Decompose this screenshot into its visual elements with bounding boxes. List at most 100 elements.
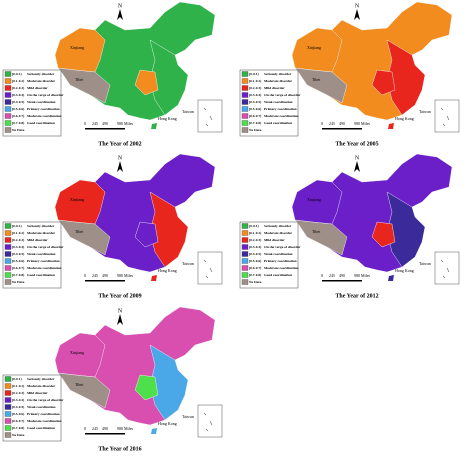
- place-label: Tibet: [312, 229, 321, 234]
- legend-swatch: [4, 244, 12, 250]
- legend-label: No Data: [12, 280, 25, 284]
- place-label: Xinjiang: [70, 350, 84, 355]
- legend-label: Seriously disorder: [27, 224, 55, 228]
- legend-swatch: [4, 106, 12, 112]
- legend-swatch: [4, 425, 12, 431]
- place-label: Hong Kong: [395, 268, 414, 273]
- legend-swatch: [4, 113, 12, 119]
- north-arrow: [354, 9, 360, 20]
- legend-label: Moderate coordination: [264, 266, 299, 270]
- legend-label: Moderate coordination: [27, 114, 62, 118]
- legend-range: [0.3-0.4): [249, 245, 262, 249]
- legend-label: Mild disorder: [27, 238, 48, 242]
- map-title: The Year of 2009: [98, 293, 141, 299]
- legend-label: Seriously disorder: [264, 224, 292, 228]
- province-area: [57, 372, 111, 409]
- scale-label: 245: [92, 426, 98, 431]
- map-title: The Year of 2002: [98, 141, 141, 147]
- legend-label: Mild disorder: [264, 238, 285, 242]
- map-title: The Year of 2016: [98, 446, 141, 452]
- legend-label: On the verge of disorder: [27, 93, 64, 97]
- legend-label: Moderate coordination: [27, 419, 62, 423]
- legend-swatch: [241, 85, 249, 91]
- legend-swatch: [241, 251, 249, 257]
- scale-label: 980 Miles: [354, 121, 371, 126]
- map-title: The Year of 2005: [335, 141, 378, 147]
- place-label: Hong Kong: [395, 116, 414, 121]
- legend-swatch: [4, 99, 12, 105]
- legend-range: [0.7-0.8): [12, 273, 25, 277]
- legend-label: Moderate disorder: [27, 384, 56, 388]
- place-label: Tibet: [75, 382, 84, 387]
- legend-range: [0.1-0.2): [12, 231, 25, 235]
- legend-label: On the verge of disorder: [27, 398, 64, 402]
- legend-label: Good coordination: [27, 273, 55, 277]
- inset-islands: [203, 107, 213, 127]
- scale-bar: [85, 433, 125, 435]
- place-label: Hong Kong: [158, 421, 177, 426]
- legend-swatch: [4, 223, 12, 229]
- map-title: The Year of 2012: [335, 293, 378, 299]
- north-arrow: [354, 161, 360, 172]
- legend-swatch: [4, 397, 12, 403]
- legend-swatch: [241, 71, 249, 77]
- legend-range: [0.6-0.7): [12, 419, 25, 423]
- legend-range: [0.6-0.7): [12, 266, 25, 270]
- legend-label: No Data: [12, 433, 25, 437]
- legend-box: [2, 221, 62, 289]
- legend-swatch: [241, 113, 249, 119]
- place-label: Tibet: [312, 77, 321, 82]
- scale-label: 245: [329, 273, 335, 278]
- legend-swatch: [241, 78, 249, 84]
- legend-range: [0.2-0.3): [12, 391, 25, 395]
- legend-label: Weak coordination: [264, 252, 293, 256]
- legend-range: [0.2-0.3): [12, 238, 25, 242]
- place-label: Xinjiang: [70, 45, 84, 50]
- place-label: Xinjiang: [307, 197, 321, 202]
- province-area: [291, 27, 343, 73]
- scale-label: 490: [102, 273, 108, 278]
- legend-swatch: [4, 432, 12, 438]
- legend: [0-0.1) Seriously disorder[0.1-0.2) Modera…: [2, 374, 64, 442]
- legend-box: [2, 69, 62, 137]
- place-label: Xinjiang: [70, 197, 84, 202]
- province-area: [134, 69, 159, 96]
- inset-islands: [203, 259, 213, 279]
- legend-label: Weak coordination: [27, 405, 56, 409]
- province-area: [294, 219, 348, 256]
- legend-label: Good coordination: [264, 121, 292, 125]
- legend-range: [0.3-0.4): [12, 398, 25, 402]
- legend-swatch: [241, 279, 249, 285]
- legend-range: [0-0.1): [12, 377, 22, 381]
- legend-label: On the verge of disorder: [27, 245, 64, 249]
- place-label: Taiwan: [419, 109, 431, 114]
- province-area: [54, 179, 106, 225]
- scale-label: 0: [321, 273, 323, 278]
- legend-range: [0.5-0.6): [12, 259, 25, 263]
- legend-label: Moderate coordination: [27, 266, 62, 270]
- scale-label: 490: [339, 121, 345, 126]
- place-label: Hong Kong: [158, 116, 177, 121]
- place-label: Tibet: [75, 229, 84, 234]
- legend-swatch: [4, 251, 12, 257]
- legend-label: Primary coordination: [264, 259, 297, 263]
- legend-range: [0.1-0.2): [12, 79, 25, 83]
- island: [388, 123, 394, 129]
- legend-range: [0.2-0.3): [249, 238, 262, 242]
- legend-label: Mild disorder: [264, 86, 285, 90]
- legend-range: [0.1-0.2): [249, 79, 262, 83]
- island: [151, 428, 157, 434]
- scale-bar: [322, 280, 362, 282]
- province-area: [57, 67, 111, 104]
- legend-range: [0.4-0.5): [249, 100, 262, 104]
- legend-label: Seriously disorder: [264, 72, 292, 76]
- legend: [0-0.1) Seriously disorder[0.1-0.2) Modera…: [239, 69, 301, 137]
- province-area: [371, 69, 396, 96]
- legend-label: Seriously disorder: [27, 72, 55, 76]
- legend-range: [0-0.1): [12, 224, 22, 228]
- province-area: [371, 221, 396, 248]
- legend-range: [0.5-0.6): [12, 412, 25, 416]
- legend-swatch: [4, 92, 12, 98]
- inset-islands: [440, 107, 450, 127]
